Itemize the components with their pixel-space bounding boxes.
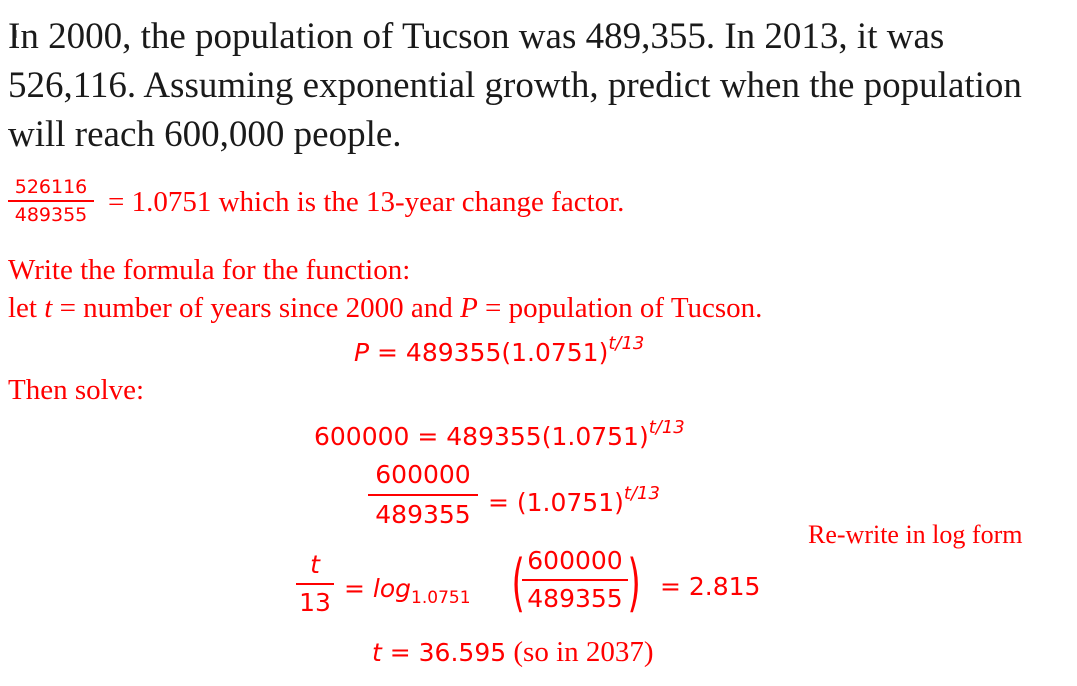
equation-exponent: t/13 (608, 333, 645, 354)
t-variable: t (44, 292, 53, 324)
step2-denominator: 489355 (375, 500, 471, 529)
let-prefix: let (8, 292, 45, 324)
solve-step-1: 600000 = 489355(1.0751)t/13 (314, 417, 685, 451)
step4-t: t (372, 638, 382, 667)
step3-fraction: 600000 489355 (522, 546, 628, 614)
solve-step-4: t = 36.595 (so in 2037) (372, 636, 654, 669)
right-paren: ) (627, 546, 641, 619)
variable-definitions: let t = number of years since 2000 and P… (8, 292, 762, 325)
step3-13: 13 (299, 588, 331, 617)
formula-heading: Write the formula for the function: (8, 254, 411, 286)
step2-rhs-exponent: t/13 (623, 483, 660, 504)
step2-rhs: = (1.0751)t/13 (488, 483, 660, 517)
step3-result: = 2.815 (660, 572, 761, 601)
fraction-bar (522, 579, 628, 581)
solve-heading: Then solve: (8, 374, 145, 406)
change-factor-fraction: 526116 489355 (8, 176, 94, 226)
step4-note: (so in 2037) (506, 636, 654, 668)
p-variable: P (460, 292, 478, 324)
step3-lhs-fraction: t 13 (296, 550, 334, 618)
step4-value: = 36.595 (381, 638, 507, 667)
let-suffix: = population of Tucson. (477, 292, 763, 324)
problem-statement: In 2000, the population of Tucson was 48… (8, 16, 1022, 155)
step3-denominator: 489355 (527, 584, 623, 613)
step3-eq: = (344, 574, 373, 603)
step2-rhs-main: = (1.0751) (488, 488, 624, 517)
let-middle: = number of years since 2000 and (52, 292, 461, 324)
equation-p: P (354, 338, 370, 367)
fraction-bar (296, 583, 334, 585)
step1-exponent: t/13 (648, 417, 685, 438)
log-word: log (372, 574, 412, 603)
log-form-note: Re-write in log form (808, 520, 1023, 549)
fraction-bar (8, 200, 94, 202)
change-factor-numerator: 526116 (14, 176, 88, 198)
step3-t: t (310, 550, 320, 579)
growth-equation: P = 489355(1.0751)t/13 (354, 333, 644, 367)
change-factor-text: = 1.0751 which is the 13-year change fac… (108, 186, 625, 218)
left-paren: ( (511, 546, 525, 619)
step2-fraction: 600000 489355 (368, 460, 478, 530)
change-factor-denominator: 489355 (14, 204, 88, 226)
text-cursor-marker (13, 30, 17, 38)
log-base: 1.0751 (411, 588, 471, 608)
fraction-bar (368, 494, 478, 496)
equation-main: = 489355(1.0751) (369, 338, 609, 367)
step2-numerator: 600000 (375, 460, 471, 489)
step3-numerator: 600000 (527, 546, 623, 575)
step1-main: 600000 = 489355(1.0751) (314, 422, 649, 451)
step3-log: = log1.0751 (344, 574, 471, 608)
